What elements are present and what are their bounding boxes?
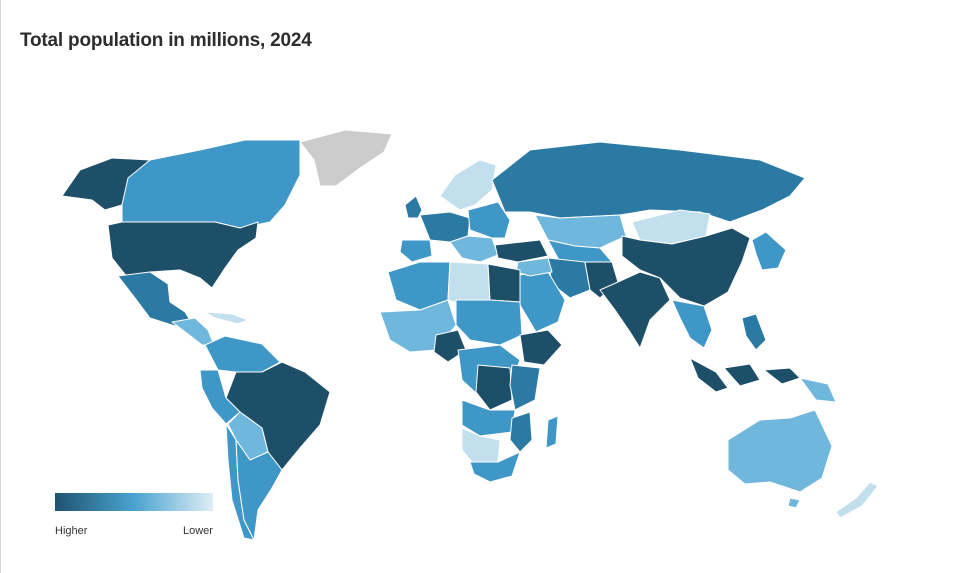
region-sudan-chad[interactable] <box>455 299 523 346</box>
region-colombia-venezuela[interactable] <box>204 335 281 373</box>
region-argentina[interactable] <box>235 439 283 541</box>
region-nigeria[interactable] <box>433 329 467 363</box>
region-kazakhstan[interactable] <box>534 214 627 249</box>
left-border <box>0 0 1 573</box>
region-southeast-asia[interactable] <box>671 299 713 349</box>
region-china[interactable] <box>621 227 751 307</box>
region-drc[interactable] <box>475 364 513 411</box>
region-italy-balkans[interactable] <box>449 235 499 263</box>
region-tasmania[interactable] <box>787 497 801 509</box>
region-scandinavia[interactable] <box>439 159 497 211</box>
legend-high-label: Higher <box>55 525 88 537</box>
region-north-africa-east[interactable] <box>447 261 491 307</box>
region-iberia[interactable] <box>399 239 433 263</box>
region-peru-ecuador[interactable] <box>199 369 241 425</box>
region-indonesia-west[interactable] <box>689 357 729 393</box>
region-indonesia-far-east[interactable] <box>763 367 801 385</box>
region-ethiopia[interactable] <box>519 329 563 366</box>
region-canada[interactable] <box>121 139 301 229</box>
region-philippines[interactable] <box>741 313 767 351</box>
region-east-africa[interactable] <box>509 364 541 411</box>
region-eastern-europe[interactable] <box>467 201 511 239</box>
region-korea-japan[interactable] <box>751 231 787 271</box>
region-south-africa[interactable] <box>469 451 521 483</box>
region-egypt[interactable] <box>487 263 521 303</box>
region-mozambique[interactable] <box>509 411 533 453</box>
region-uk[interactable] <box>404 195 423 219</box>
region-greenland[interactable] <box>299 129 393 187</box>
region-central-america[interactable] <box>171 317 215 346</box>
region-australia[interactable] <box>727 409 833 493</box>
region-madagascar[interactable] <box>545 415 559 449</box>
region-caribbean[interactable] <box>204 311 249 325</box>
region-indonesia-east[interactable] <box>723 363 761 387</box>
region-mexico[interactable] <box>117 271 191 327</box>
region-russia[interactable] <box>491 141 806 223</box>
region-new-zealand[interactable] <box>835 481 879 519</box>
region-india[interactable] <box>599 271 671 349</box>
region-turkey[interactable] <box>494 239 549 263</box>
legend-low-label: Lower <box>183 525 213 537</box>
legend-gradient-bar <box>55 493 213 511</box>
chart-title: Total population in millions, 2024 <box>20 30 312 51</box>
region-png[interactable] <box>799 377 837 403</box>
